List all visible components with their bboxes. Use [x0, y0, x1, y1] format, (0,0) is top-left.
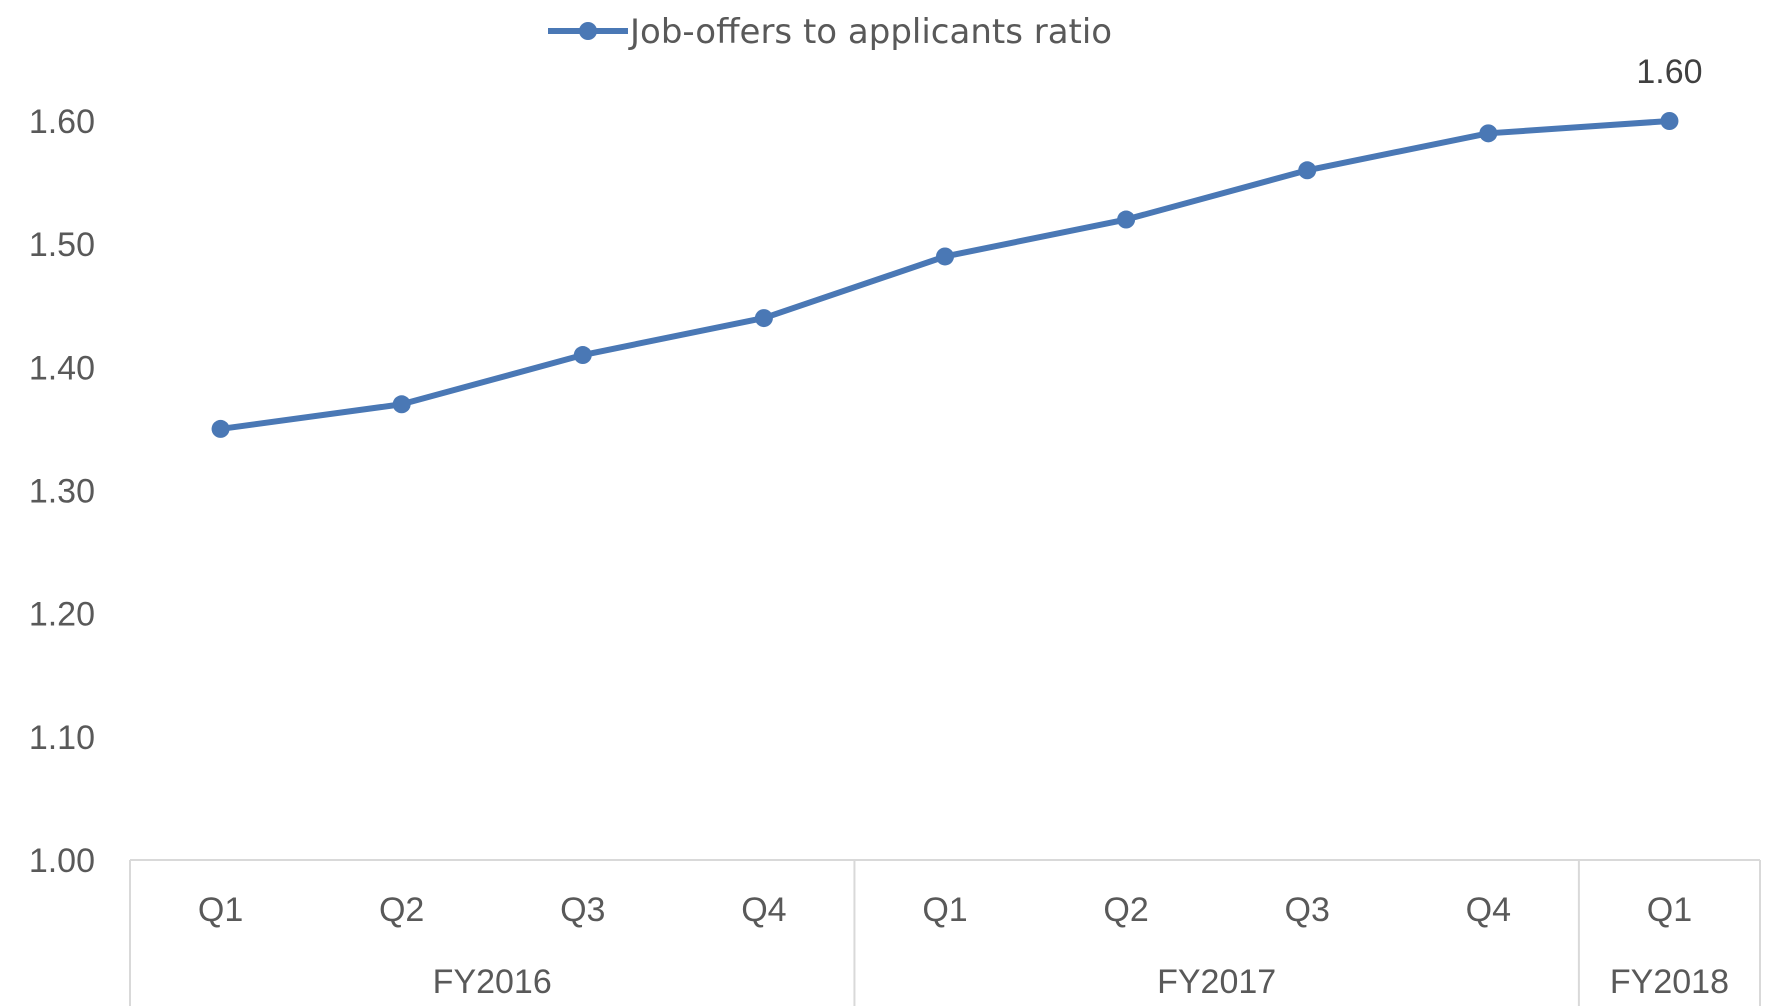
x-category-label: Q1 — [1647, 891, 1692, 929]
legend-dot-marker — [579, 22, 597, 40]
y-tick-label: 1.10 — [29, 719, 95, 757]
x-category-label: Q4 — [741, 891, 786, 929]
legend: Job-offers to applicants ratio — [548, 12, 1112, 52]
x-group-label: FY2018 — [1610, 963, 1729, 1001]
y-tick-label: 1.00 — [29, 842, 95, 880]
data-point — [936, 247, 954, 266]
y-tick-label: 1.30 — [29, 473, 95, 511]
data-point — [392, 395, 411, 414]
x-category-label: Q1 — [922, 891, 967, 929]
x-category-label: Q2 — [379, 891, 424, 929]
data-label: 1.60 — [1636, 53, 1702, 91]
y-tick-label: 1.40 — [29, 349, 95, 387]
series-line — [217, 118, 1673, 432]
y-tick-label: 1.50 — [29, 226, 95, 264]
data-point — [1117, 210, 1136, 229]
data-point — [573, 346, 592, 365]
x-category-label: Q3 — [560, 891, 605, 929]
data-point — [211, 419, 230, 438]
series-job-offers-ratio — [211, 112, 1679, 438]
data-point — [754, 309, 773, 328]
x-group-label: FY2016 — [433, 963, 552, 1001]
x-group-label: FY2017 — [1157, 963, 1276, 1001]
y-tick-label: 1.20 — [29, 596, 95, 634]
x-category-label: Q2 — [1103, 891, 1148, 929]
data-point — [1298, 161, 1317, 180]
y-tick-label: 1.60 — [29, 103, 95, 141]
x-category-label: Q4 — [1466, 891, 1511, 929]
x-category-label: Q1 — [198, 891, 243, 929]
x-axis: Q1 Q2 Q3 Q4 Q1 Q2 Q3 Q4 Q1 FY2016 FY2017 FY2018 — [129, 859, 1761, 1006]
x-category-label: Q3 — [1285, 891, 1330, 929]
y-axis: 1.00 1.10 1.20 1.30 1.40 1.50 1.60 — [29, 103, 95, 880]
data-point — [1479, 124, 1498, 143]
legend-entry-label: Job-offers to applicants ratio — [628, 12, 1112, 52]
data-labels: 1.60 — [1636, 53, 1702, 91]
data-point — [1660, 112, 1679, 130]
